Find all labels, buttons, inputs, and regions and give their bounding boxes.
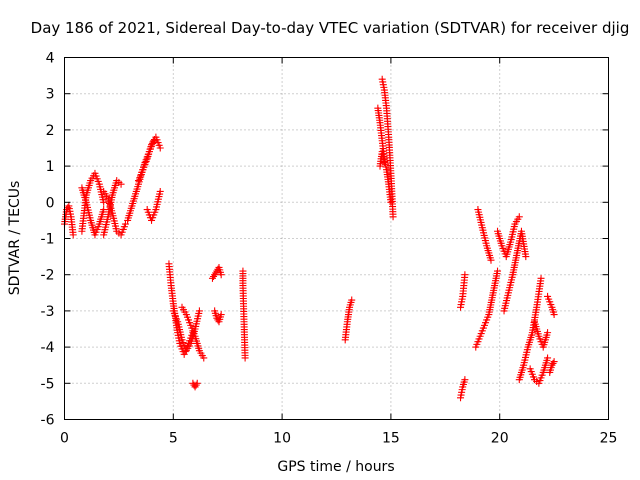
chart-title: Day 186 of 2021, Sidereal Day-to-day VTE…	[31, 19, 630, 37]
y-tick-label: 0	[46, 195, 55, 211]
data-point	[217, 271, 225, 279]
y-tick-label: 3	[46, 87, 55, 103]
tick-labels: -6 -5 -4 -3 -2 -1 0 1 2 3 4 0 5 10 15 20 25	[41, 51, 618, 447]
data-point	[156, 144, 164, 152]
data-point	[69, 231, 77, 239]
data-point	[121, 220, 129, 228]
y-tick-label: -1	[41, 232, 55, 248]
y-tick-label: -4	[41, 340, 55, 356]
y-axis-label: SDTVAR / TECUs	[7, 181, 23, 296]
data-point	[150, 137, 158, 145]
data-point	[550, 358, 558, 366]
data-point	[380, 158, 388, 166]
data-point	[544, 329, 552, 337]
data-point	[348, 296, 356, 304]
y-tick-label: -2	[41, 268, 55, 284]
data-point	[217, 311, 225, 319]
data-point	[549, 359, 557, 367]
data-point	[156, 187, 164, 195]
y-tick-label: -6	[41, 413, 55, 429]
data-point	[241, 354, 249, 362]
y-tick-label: -5	[41, 376, 55, 392]
y-tick-label: -3	[41, 304, 55, 320]
x-tick-label: 25	[600, 431, 618, 447]
y-tick-label: 1	[46, 159, 55, 175]
data-points	[61, 75, 558, 402]
data-point	[193, 379, 201, 387]
data-point	[522, 253, 530, 261]
data-point	[537, 274, 545, 282]
data-point	[550, 311, 558, 319]
x-tick-label: 20	[491, 431, 509, 447]
data-point	[195, 307, 203, 315]
data-point	[487, 256, 495, 264]
data-point	[544, 354, 552, 362]
data-point	[461, 376, 469, 384]
data-point	[117, 180, 125, 188]
x-tick-label: 10	[273, 431, 291, 447]
x-tick-label: 15	[382, 431, 400, 447]
data-point	[389, 213, 397, 221]
data-point	[515, 213, 523, 221]
x-tick-label: 5	[169, 431, 178, 447]
data-point	[100, 198, 108, 206]
data-point	[387, 198, 395, 206]
data-point	[200, 354, 208, 362]
data-point	[461, 271, 469, 279]
data-point	[494, 267, 502, 275]
y-tick-label: 4	[46, 51, 55, 67]
x-axis-label: GPS time / hours	[277, 459, 394, 475]
x-tick-label: 0	[60, 431, 69, 447]
y-tick-label: 2	[46, 123, 55, 139]
